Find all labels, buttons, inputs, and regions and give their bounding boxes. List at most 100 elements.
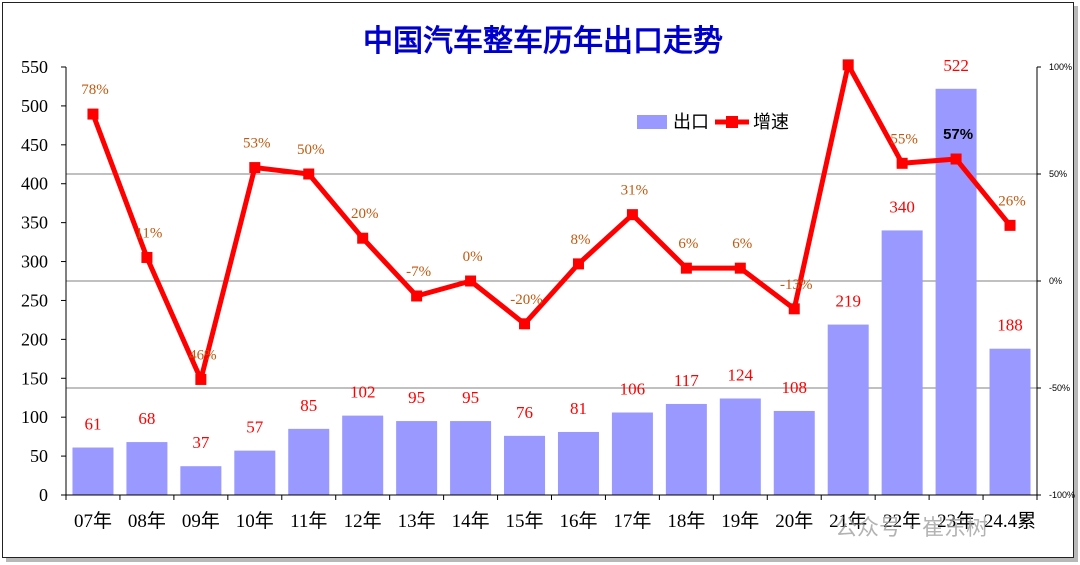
bar <box>773 410 815 495</box>
rate-series <box>87 59 1016 385</box>
rate-value-label: 50% <box>297 142 325 158</box>
left-tick-label: 50 <box>30 446 48 466</box>
left-tick-label: 450 <box>21 135 48 155</box>
rate-value-label: -7% <box>406 264 431 280</box>
bar-value-label: 117 <box>674 371 699 390</box>
bar <box>72 447 114 495</box>
right-tick-label: -50% <box>1049 383 1070 393</box>
bar <box>827 324 869 495</box>
bar-value-label: 57 <box>246 418 264 437</box>
rate-value-label: -13% <box>780 277 813 293</box>
legend: 出口 增速 <box>637 112 789 133</box>
bar-value-label: 188 <box>997 316 1023 335</box>
bar <box>450 421 492 495</box>
rate-point <box>249 162 261 174</box>
axes: 0 50 100 150 200 250 300 350 400 450 500 550 -100% -5… <box>21 57 1075 532</box>
bar-value-label: 106 <box>620 380 646 399</box>
rate-line <box>90 62 1012 382</box>
x-tick-label: 16年 <box>559 510 597 532</box>
x-tick-label: 23年 <box>937 510 975 532</box>
left-tick-label: 150 <box>21 368 48 388</box>
bar <box>881 230 923 495</box>
rate-value-label: 46% <box>189 347 217 363</box>
right-tick-label: -100% <box>1049 490 1075 500</box>
bar <box>935 88 977 495</box>
bar <box>180 466 222 495</box>
bar-value-label: 219 <box>835 292 861 311</box>
rate-value-label: 57% <box>943 126 973 143</box>
rate-point <box>87 108 99 120</box>
bar-value-label: 37 <box>192 433 210 452</box>
rate-value-label: 6% <box>732 236 752 252</box>
bar-series <box>72 88 1031 495</box>
right-tick-label: 100% <box>1049 62 1072 72</box>
x-tick-label: 19年 <box>721 510 759 532</box>
rate-point <box>734 262 746 274</box>
x-tick-label: 14年 <box>452 510 490 532</box>
x-tick-label: 08年 <box>128 510 166 532</box>
bar-value-label: 522 <box>943 56 969 75</box>
bar-value-label: 81 <box>570 399 587 418</box>
rate-value-label: 31% <box>621 183 649 199</box>
rate-value-label: 53% <box>243 136 271 152</box>
left-tick-label: 200 <box>21 329 48 349</box>
bar <box>557 431 599 495</box>
legend-swatch-bar <box>637 115 667 129</box>
bar <box>234 450 276 495</box>
rate-value-label: 0% <box>463 249 483 265</box>
x-tick-label: 24.4累 <box>984 511 1036 532</box>
bar-value-label: 68 <box>138 409 155 428</box>
bar-value-label: 76 <box>516 403 533 422</box>
bar <box>396 421 438 495</box>
bar <box>989 348 1031 495</box>
rate-point <box>896 157 908 169</box>
x-tick-label: 18年 <box>667 510 705 532</box>
rate-value-label: 55% <box>890 131 918 147</box>
bar-value-label: 124 <box>728 366 754 385</box>
left-tick-label: 350 <box>21 213 48 233</box>
data-labels: 61 68 37 57 85 102 95 95 76 81 106 117 124 108 219 340 5… <box>81 56 1026 452</box>
chart-title: 中国汽车整车历年出口走势 <box>363 24 723 59</box>
left-tick-label: 500 <box>21 96 48 116</box>
rate-value-label: 78% <box>81 82 109 98</box>
x-tick-label: 11年 <box>290 510 327 532</box>
left-tick-label: 300 <box>21 252 48 272</box>
bar-value-label: 108 <box>782 378 808 397</box>
bar <box>665 403 707 495</box>
rate-value-label: 8% <box>570 232 590 248</box>
rate-point <box>357 232 369 244</box>
rate-point <box>519 318 531 330</box>
rate-point <box>465 275 477 287</box>
rate-point <box>572 258 584 270</box>
bar <box>288 428 330 495</box>
bar-value-label: 95 <box>408 388 425 407</box>
export-chart: 中国汽车整车历年出口走势 0 50 100 150 200 250 300 350 400 450… <box>21 24 1075 541</box>
rate-point <box>950 153 962 165</box>
right-tick-label: 50% <box>1049 169 1067 179</box>
right-tick-label: 0% <box>1049 276 1062 286</box>
x-tick-label: 13年 <box>398 510 436 532</box>
x-tick-label: 17年 <box>613 510 651 532</box>
rate-value-label: 11% <box>135 225 162 241</box>
bar-value-label: 95 <box>462 388 479 407</box>
rate-value-label: -20% <box>510 292 543 308</box>
rate-value-label: 26% <box>998 193 1026 209</box>
left-tick-label: 550 <box>21 57 48 77</box>
rate-point <box>788 303 800 315</box>
bar-value-label: 61 <box>84 415 101 434</box>
bar <box>611 412 653 495</box>
left-tick-label: 400 <box>21 174 48 194</box>
watermark: 公众号 · 崔东树 <box>835 516 988 541</box>
rate-point <box>303 168 315 180</box>
legend-marker <box>726 116 738 128</box>
rate-point <box>842 59 854 71</box>
x-tick-label: 21年 <box>829 510 867 532</box>
bar-value-label: 340 <box>889 197 915 216</box>
rate-point <box>1004 219 1016 231</box>
bar <box>504 435 546 495</box>
bar-value-label: 85 <box>300 396 317 415</box>
x-tick-label: 22年 <box>883 510 921 532</box>
x-tick-label: 10年 <box>236 510 274 532</box>
bar <box>126 442 168 495</box>
left-tick-label: 100 <box>21 407 48 427</box>
